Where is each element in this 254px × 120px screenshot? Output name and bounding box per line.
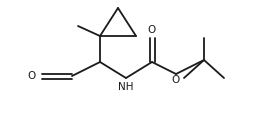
- Text: O: O: [28, 71, 36, 81]
- Text: NH: NH: [118, 82, 134, 92]
- Text: O: O: [172, 75, 180, 85]
- Text: O: O: [148, 25, 156, 35]
